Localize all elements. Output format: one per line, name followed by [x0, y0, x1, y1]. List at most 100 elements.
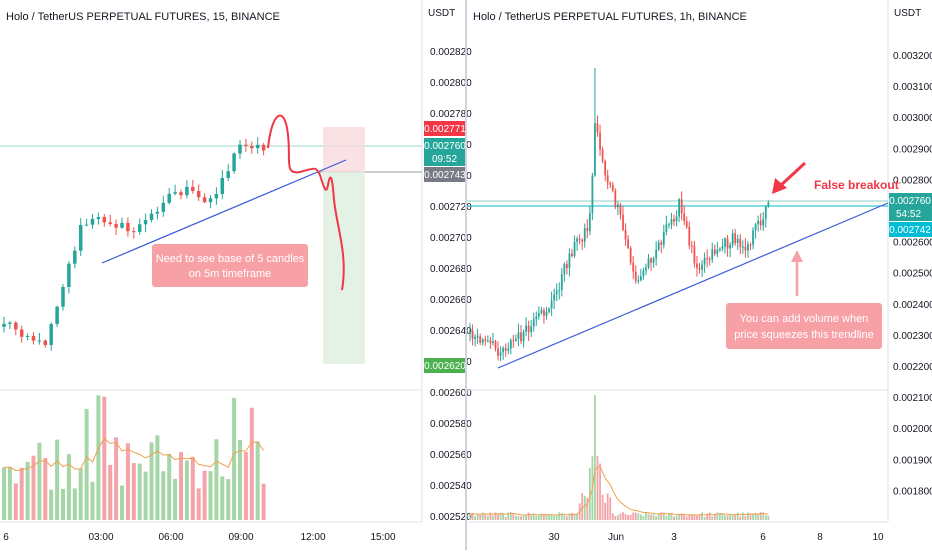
candle-body [14, 322, 18, 330]
price-tick-label: 0.003100 [893, 82, 932, 93]
candle-body [655, 249, 658, 259]
right-callout-line-1: You can add volume when [740, 313, 869, 325]
price-tick-label: 0.003000 [893, 113, 932, 124]
volume-bar [25, 461, 30, 520]
stop-loss-zone[interactable] [323, 127, 365, 172]
left-time-axis[interactable]: 6 03:00 06:00 09:00 12:00 15:00 [3, 532, 396, 543]
volume-bar [535, 515, 538, 520]
volume-bar [179, 452, 183, 520]
svg-text:09:52: 09:52 [432, 154, 457, 165]
volume-bar [724, 515, 726, 520]
volume-bar [601, 494, 604, 520]
candle-body [535, 316, 538, 320]
candle-body [102, 217, 107, 223]
candle-body [757, 220, 760, 225]
candle-body [721, 246, 724, 249]
right-chart: Holo / TetherUS PERPETUAL FUTURES, 1h, B… [467, 0, 932, 543]
time-tick-label: 15:00 [370, 532, 395, 543]
volume-bar [713, 513, 716, 520]
candle-body [696, 263, 698, 268]
price-projection-path[interactable] [267, 114, 345, 291]
candle-body [149, 213, 154, 221]
left-trendline[interactable] [101, 159, 347, 264]
volume-bar [759, 512, 762, 520]
candle-body [43, 340, 48, 346]
candle-body [509, 340, 512, 349]
volume-bar [214, 439, 219, 520]
candle-body [232, 153, 236, 172]
volume-bar [492, 515, 494, 520]
volume-bar [683, 514, 686, 520]
volume-bar [72, 488, 77, 520]
volume-bar [161, 471, 166, 520]
volume-bar [474, 516, 476, 520]
volume-bar [476, 514, 479, 520]
volume-bar [662, 512, 665, 520]
volume-bar [489, 512, 492, 520]
volume-bar [96, 395, 101, 520]
candle-body [754, 224, 757, 231]
candle-body [179, 192, 183, 196]
volume-bar [639, 514, 642, 520]
volume-bar [566, 516, 568, 520]
candle-body [25, 335, 30, 337]
right-trendline[interactable] [497, 202, 889, 369]
volume-bar [757, 514, 760, 520]
time-tick-label: 8 [817, 532, 823, 543]
volume-bar [137, 463, 142, 520]
candle-body [543, 309, 545, 316]
false-breakout-arrow[interactable] [772, 161, 807, 194]
right-time-axis[interactable]: 30 Jun 3 6 8 10 [548, 532, 884, 543]
volume-bar [629, 514, 632, 520]
volume-bar [645, 512, 647, 520]
right-price-unit: USDT [894, 8, 921, 19]
volume-bar [55, 439, 60, 520]
left-badge-red: 0.002771 [424, 121, 466, 136]
candle-body [747, 244, 749, 251]
right-callout[interactable]: You can add volume when price squeezes t… [726, 303, 882, 349]
candle-body [759, 220, 762, 226]
price-tick-label: 0.002720 [430, 202, 472, 213]
right-badge-cyan: 0.002742 [889, 222, 932, 237]
volume-bar [90, 481, 95, 520]
volume-bar [484, 513, 487, 520]
candle-body [120, 222, 124, 228]
candle-body [645, 267, 647, 271]
volume-bar [66, 454, 71, 520]
volume-bar [571, 512, 573, 520]
left-callout[interactable]: Need to see base of 5 candles on 5m time… [152, 244, 308, 287]
volume-bar [31, 455, 36, 520]
volume-bar [479, 514, 482, 520]
left-chart: Holo / TetherUS PERPETUAL FUTURES, 15, B… [0, 0, 472, 543]
svg-text:0.002742: 0.002742 [889, 225, 931, 236]
candle-body [492, 341, 494, 343]
volume-bar [255, 441, 260, 520]
candle-body [560, 274, 563, 290]
candle-body [716, 249, 719, 254]
price-tick-label: 0.002560 [430, 450, 472, 461]
volume-bar [102, 396, 107, 520]
right-price-axis[interactable]: 0.003200 0.003100 0.003000 0.002900 0.002800… [893, 51, 932, 497]
candle-body [522, 331, 525, 342]
candle-body [594, 123, 596, 176]
candle-body [650, 258, 652, 263]
price-tick-label: 0.002580 [430, 419, 472, 430]
candle-body [609, 182, 612, 185]
volume-bar [747, 512, 749, 520]
candle-body [532, 319, 535, 327]
candle-body [573, 241, 576, 256]
time-tick-label: 30 [548, 532, 560, 543]
volume-bar [762, 512, 765, 520]
left-volume-bars [2, 395, 266, 520]
volume-bar [622, 512, 624, 520]
candle-body [647, 258, 650, 268]
candle-body [724, 238, 726, 247]
candle-body [657, 242, 660, 250]
candle-body [494, 341, 497, 349]
volume-bar [155, 435, 160, 520]
candle-body [668, 224, 670, 226]
volume-bar [655, 516, 658, 520]
volume-bar [515, 515, 517, 520]
candle-body [2, 323, 6, 327]
